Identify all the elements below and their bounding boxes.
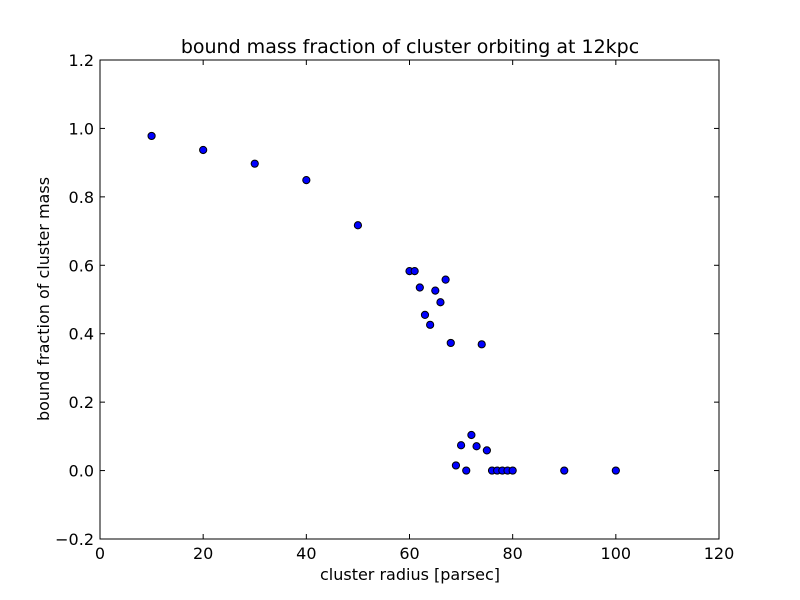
data-point	[420, 310, 430, 319]
y-tick-label: −0.2	[55, 530, 94, 549]
x-axis-label: cluster radius [parsec]	[320, 565, 500, 584]
data-point	[560, 466, 569, 475]
x-tick-label: 100	[601, 544, 632, 563]
x-tick-label: 20	[193, 544, 213, 563]
plot-frame	[99, 59, 720, 540]
data-point	[456, 441, 466, 450]
x-tick-label: 60	[399, 544, 419, 563]
data-point	[199, 145, 208, 155]
data-point	[441, 275, 450, 284]
y-tick-label: 0.0	[69, 462, 94, 481]
chart-title: bound mass fraction of cluster orbiting …	[181, 36, 639, 58]
data-point	[436, 298, 445, 307]
y-tick-label: 0.8	[69, 188, 94, 207]
y-tick-label: 1.2	[69, 51, 94, 70]
data-point	[302, 175, 311, 185]
data-point	[467, 430, 476, 440]
data-point	[147, 131, 156, 141]
data-point	[482, 446, 491, 455]
data-point	[415, 283, 424, 292]
data-point	[431, 286, 440, 295]
data-point	[611, 466, 620, 475]
x-tick-label: 40	[296, 544, 316, 563]
data-point	[477, 340, 486, 349]
y-tick-label: 1.0	[69, 119, 94, 138]
y-axis-label: bound fraction of cluster mass	[34, 177, 53, 421]
y-tick-label: 0.6	[69, 256, 94, 275]
y-tick-label: 0.4	[69, 325, 94, 344]
data-point	[250, 159, 259, 168]
data-point	[410, 267, 419, 276]
data-point	[451, 461, 461, 470]
y-tick-label: 0.2	[69, 393, 94, 412]
axis-ticks: 0 20 40 60 80 100 120 −0.2 0.0 0.2 0.4 0.6 0.8 1.0 1.2	[55, 51, 734, 563]
data-point	[446, 338, 455, 348]
data-point	[462, 466, 471, 475]
data-points	[147, 131, 620, 475]
data-point	[508, 466, 517, 475]
x-tick-label: 0	[95, 544, 105, 563]
data-point	[426, 320, 435, 329]
data-point	[353, 221, 363, 230]
x-tick-label: 120	[704, 544, 735, 563]
x-tick-label: 80	[502, 544, 522, 563]
data-point	[472, 442, 481, 451]
